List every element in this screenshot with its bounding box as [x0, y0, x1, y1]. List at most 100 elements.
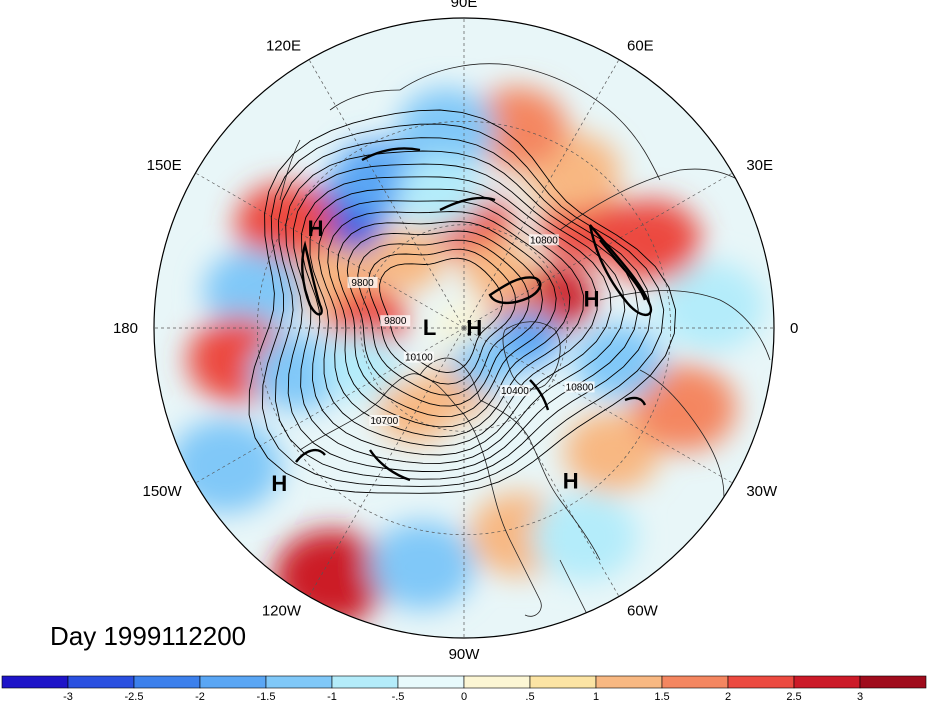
height-contours	[248, 109, 677, 494]
longitude-label: 150E	[147, 157, 182, 174]
colorbar-tick-label: 0	[461, 691, 467, 702]
pressure-centers: H L H H H H	[271, 216, 599, 496]
contour-label: 10700	[370, 416, 398, 427]
graticule	[154, 18, 774, 638]
colorbar-swatch	[397, 675, 465, 689]
meridian-line	[195, 172, 465, 329]
meridian-line	[308, 327, 465, 597]
height-contour	[292, 163, 626, 464]
colorbar-tick-label: 2.5	[786, 691, 801, 702]
meridian-line	[463, 59, 620, 329]
colorbar-swatch	[595, 675, 663, 689]
colorbar-swatch	[331, 675, 399, 689]
colorbar-swatch	[529, 675, 597, 689]
colorbar-swatch	[265, 675, 333, 689]
height-contour	[248, 109, 677, 494]
contour-label-bg	[369, 414, 400, 426]
anomaly-cell	[574, 323, 664, 399]
anomaly-cell	[563, 411, 660, 493]
low-pressure-label: L	[423, 315, 436, 340]
high-pressure-label: H	[466, 316, 482, 341]
anomaly-cell	[320, 332, 401, 399]
anomaly-cell	[397, 88, 496, 170]
height-contour	[357, 239, 530, 396]
colorbar-swatch	[1, 675, 69, 689]
colorbar-tick-label: .5	[525, 691, 534, 702]
anomaly-cell	[369, 521, 476, 610]
colorbar-swatch	[133, 675, 201, 689]
height-contour	[379, 257, 503, 374]
high-pressure-label: H	[563, 468, 579, 493]
contour-label: 9800	[351, 278, 374, 289]
contour-label: 10400	[501, 386, 529, 397]
height-contour	[301, 176, 612, 456]
colorbar-tick-label: -1	[327, 691, 337, 702]
high-pressure-label: H	[308, 216, 324, 241]
meridian-line	[463, 172, 733, 329]
longitude-label: 60E	[627, 38, 654, 55]
high-pressure-label: H	[584, 287, 600, 312]
longitude-label: 30W	[746, 483, 778, 500]
colorbar-tick-label: -2.5	[125, 691, 144, 702]
colorbar-tick-label: 3	[857, 691, 863, 702]
colorbar-swatch	[661, 675, 729, 689]
colorbar-tick-label: -1.5	[257, 691, 276, 702]
anomaly-cell	[251, 334, 344, 412]
colorbar-swatch	[859, 675, 927, 689]
contour-label-bg	[528, 234, 559, 246]
contour-label-bg	[403, 351, 434, 363]
contour-label-bg	[499, 385, 530, 397]
anomaly-cell	[397, 156, 483, 228]
longitude-label: 180	[113, 320, 138, 337]
colorbar-tick-label: -.5	[392, 691, 405, 702]
contour-label: 10800	[566, 382, 594, 393]
contour-label: 10100	[405, 353, 433, 364]
colorbar-swatch	[793, 675, 861, 689]
map-boundary	[153, 17, 775, 639]
longitude-label: 60W	[627, 602, 659, 619]
longitude-label: 30E	[746, 157, 773, 174]
colorbar-tick-label: -2	[195, 691, 205, 702]
longitude-label: 90E	[451, 0, 478, 11]
colorbar-swatch	[67, 675, 135, 689]
meridian-line	[463, 327, 733, 484]
colorbar-tick-label: -3	[63, 691, 73, 702]
colorbar: -3 -2.5 -2 -1.5 -1 -.5 0 .5 1 1.5 2 2.5 3	[1, 675, 927, 702]
height-contour	[274, 137, 652, 480]
jet-streaks	[295, 147, 653, 482]
height-contour	[261, 123, 665, 487]
height-contour	[285, 150, 639, 472]
height-contour	[336, 221, 557, 418]
colorbar-swatch	[463, 675, 531, 689]
anomaly-cell	[203, 249, 304, 333]
height-contour	[346, 230, 543, 407]
map-title: Day 1999112200	[50, 621, 246, 651]
meridian-line	[463, 327, 620, 597]
colorbar-tick-label: 2	[725, 691, 731, 702]
longitude-labels: 90E 60E 30E 0 30W 60W 90W 120W 150W 180 150E 120E	[113, 0, 798, 663]
longitude-label: 120W	[262, 602, 302, 619]
height-contour	[368, 248, 517, 385]
latitude-circle	[360, 224, 568, 432]
longitude-label: 0	[790, 320, 798, 337]
longitude-label: 120E	[266, 38, 301, 55]
height-contour	[318, 200, 584, 438]
meridian-line	[195, 327, 465, 484]
height-contour	[309, 188, 598, 447]
anomaly-cell	[657, 261, 765, 352]
contour-label-bg	[564, 381, 595, 393]
high-pressure-label: H	[271, 471, 287, 496]
latitude-circle	[256, 120, 672, 536]
colorbar-swatch	[199, 675, 267, 689]
contour-label: 10800	[530, 235, 558, 246]
colorbar-tick-label: 1.5	[654, 691, 669, 702]
contour-label: 9800	[384, 316, 407, 327]
height-contour	[327, 211, 571, 428]
longitude-label: 150W	[142, 483, 182, 500]
colorbar-swatch	[727, 675, 795, 689]
longitude-label: 90W	[449, 646, 481, 663]
meridian-line	[308, 59, 465, 329]
contour-label-bg	[380, 315, 411, 327]
anomaly-cell	[368, 227, 445, 291]
